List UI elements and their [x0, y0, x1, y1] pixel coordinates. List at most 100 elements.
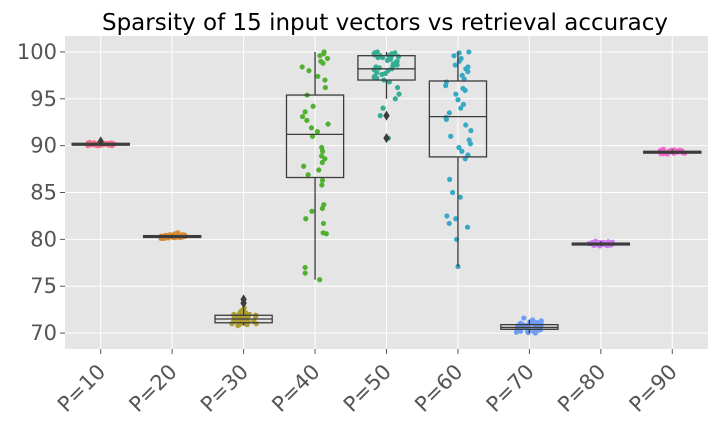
point-4-39 [394, 62, 400, 68]
point-5-23 [453, 91, 459, 97]
box-5 [428, 80, 488, 158]
point-3-19 [319, 144, 325, 151]
point-3-13 [316, 167, 322, 173]
ytick-label-90: 90 [30, 134, 57, 158]
xtick-label-0: P=10 [53, 360, 110, 417]
point-5-7 [450, 189, 456, 196]
ytick-label-95: 95 [30, 87, 57, 111]
point-3-29 [322, 84, 328, 91]
point-4-2 [380, 105, 386, 111]
xtick-label-5: P=60 [410, 360, 467, 417]
ytick-label-100: 100 [17, 40, 57, 64]
point-2-37 [231, 311, 237, 317]
outlier-4-1 [383, 133, 390, 144]
point-3-7 [309, 208, 315, 214]
outlier-4-0 [383, 110, 390, 121]
point-3-32 [306, 68, 312, 74]
point-3-25 [299, 113, 306, 120]
point-2-34 [251, 319, 257, 325]
ytick-label-80: 80 [30, 227, 57, 251]
point-4-1 [377, 113, 383, 119]
point-3-5 [320, 220, 327, 227]
point-5-11 [459, 148, 465, 154]
box-4 [357, 55, 416, 81]
xtick-label-7: P=80 [553, 360, 610, 417]
x-axis: P=10 P=20 P=30 P=40 P=50 P=60 P=70 P=80 P=90 [53, 349, 682, 417]
point-5-31 [452, 62, 458, 68]
point-5-26 [443, 79, 449, 85]
point-5-34 [451, 53, 457, 59]
point-5-14 [466, 137, 472, 143]
point-3-6 [303, 216, 309, 222]
point-3-2 [302, 264, 308, 271]
point-5-21 [460, 101, 467, 108]
point-5-22 [455, 97, 461, 103]
point-3-31 [315, 73, 321, 79]
outlier-2-1 [240, 298, 247, 309]
box-plots [71, 51, 702, 334]
point-5-19 [446, 110, 452, 116]
point-2-32 [253, 313, 259, 319]
xtick-label-4: P=50 [339, 360, 396, 417]
point-4-34 [382, 70, 388, 77]
point-2-28 [238, 308, 244, 315]
point-3-12 [305, 172, 311, 178]
point-3-21 [314, 128, 321, 135]
xtick-label-6: P=70 [482, 360, 539, 417]
point-6-37 [530, 321, 536, 327]
point-3-27 [310, 103, 316, 109]
point-5-15 [448, 133, 454, 139]
point-3-30 [322, 77, 328, 83]
outlier-0-0 [97, 136, 104, 147]
xtick-label-3: P=40 [267, 360, 324, 417]
point-5-28 [459, 72, 465, 78]
point-4-33 [371, 67, 377, 73]
box-3 [285, 94, 345, 179]
point-5-4 [453, 216, 459, 222]
point-5-37 [465, 64, 471, 70]
xtick-label-1: P=20 [124, 360, 181, 417]
point-4-38 [395, 54, 402, 60]
point-4-4 [396, 91, 402, 97]
point-3-11 [319, 177, 326, 183]
point-3-35 [318, 58, 324, 64]
chart-title: Sparsity of 15 input vectors vs retrieva… [102, 10, 668, 36]
point-3-1 [302, 270, 308, 276]
point-4-37 [392, 50, 398, 56]
ytick-label-75: 75 [30, 274, 57, 298]
point-5-39 [443, 114, 449, 121]
ytick-label-85: 85 [30, 181, 57, 205]
point-3-10 [319, 182, 325, 188]
point-5-2 [464, 224, 471, 230]
point-5-5 [444, 213, 450, 219]
point-4-3 [392, 96, 398, 102]
point-5-38 [460, 85, 466, 92]
point-5-8 [447, 176, 453, 182]
xtick-label-8: P=90 [625, 360, 682, 417]
point-6-15 [521, 315, 527, 321]
point-4-30 [384, 57, 391, 63]
point-5-33 [458, 55, 464, 62]
xtick-label-2: P=30 [196, 360, 253, 417]
point-3-14 [301, 163, 307, 169]
point-3-4 [320, 230, 326, 236]
point-5-16 [468, 128, 474, 134]
point-3-15 [319, 159, 325, 166]
point-3-38 [321, 49, 327, 55]
point-3-33 [299, 64, 305, 70]
point-3-23 [325, 121, 331, 127]
point-3-0 [317, 277, 323, 283]
point-5-20 [458, 105, 464, 111]
point-3-22 [308, 125, 315, 131]
point-5-12 [456, 144, 462, 151]
point-4-35 [371, 74, 377, 80]
y-axis: 70 75 80 85 90 95 100 [17, 40, 65, 345]
point-3-36 [324, 55, 331, 62]
point-5-6 [457, 194, 463, 200]
point-3-17 [318, 153, 325, 159]
point-5-3 [446, 220, 452, 227]
point-3-39 [317, 53, 323, 59]
point-5-17 [463, 122, 469, 128]
point-6-13 [538, 318, 544, 324]
